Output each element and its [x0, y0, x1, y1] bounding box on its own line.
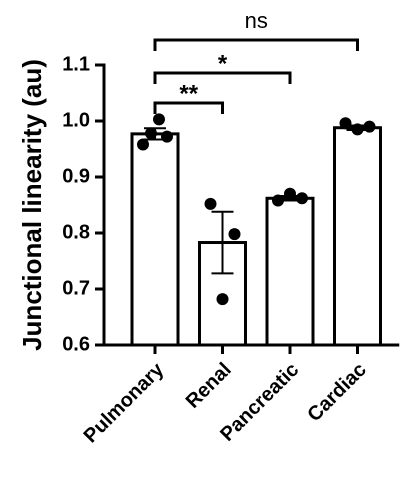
data-point	[153, 113, 165, 126]
significance-bracket	[153, 38, 359, 51]
bar	[333, 126, 382, 347]
x-tick-label: Renal	[182, 359, 236, 413]
data-point	[351, 123, 364, 136]
x-tick-label: Pulmonary	[80, 358, 169, 447]
bar	[130, 132, 180, 347]
x-tick-label: Cardiac	[303, 359, 370, 426]
data-point	[296, 192, 308, 205]
significance-bracket	[153, 71, 292, 84]
data-point	[161, 130, 173, 143]
data-point	[228, 228, 241, 241]
data-point	[137, 138, 149, 151]
significance-label: **	[179, 80, 198, 107]
bar	[265, 196, 315, 347]
data-point	[363, 120, 376, 133]
data-point	[216, 293, 229, 306]
y-tick-label: 0.8	[62, 221, 90, 243]
data-point	[204, 197, 217, 210]
y-tick-label: 0.7	[62, 277, 90, 299]
significance-label: ns	[245, 8, 268, 33]
significance-label: *	[218, 50, 228, 77]
data-point	[284, 187, 296, 200]
data-point	[145, 127, 157, 140]
y-tick-label: 0.9	[62, 165, 90, 187]
significance-bracket	[153, 101, 224, 114]
y-tick-label: 1.0	[62, 109, 90, 131]
y-tick-label: 0.6	[62, 333, 90, 355]
y-tick-label: 1.1	[62, 53, 90, 75]
data-point	[339, 117, 352, 130]
data-point	[272, 194, 284, 207]
y-axis-label: Junctional linearity (au)	[17, 59, 47, 351]
